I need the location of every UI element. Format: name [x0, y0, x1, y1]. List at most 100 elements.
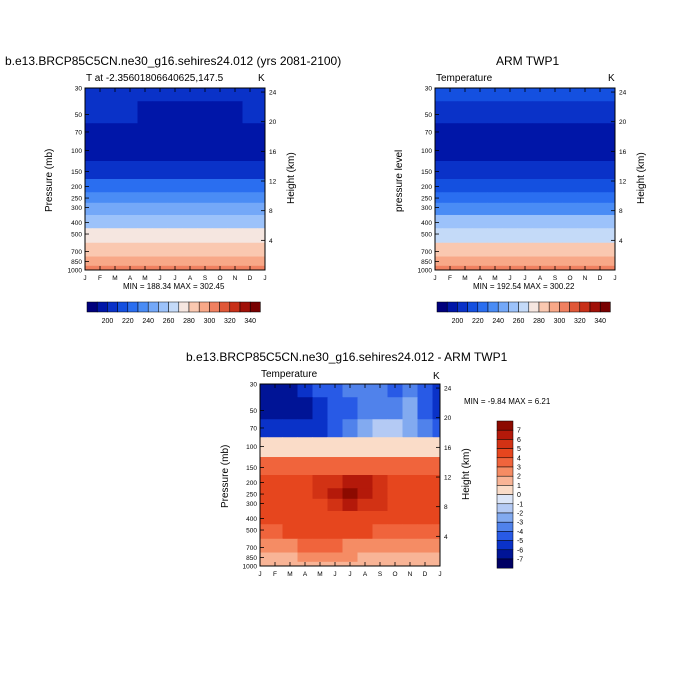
model-heatmap-cell [107, 161, 123, 180]
obs-heatmap-svg: 30 50 70 100 150 200 250 300 400 500 700 850 1000 24 2… [418, 86, 627, 283]
diff-heatmap-cell [267, 475, 283, 489]
model-heatmap-cell [122, 214, 138, 229]
diff-heatmap-cell [297, 510, 313, 525]
obs-heatmap-cell [435, 88, 443, 102]
colorbar-obs-swatch [579, 301, 591, 313]
diff-heatmap-cell [417, 437, 433, 458]
obs-heatmap-cell [502, 192, 518, 204]
model-heatmap-cell [167, 161, 183, 180]
model-heatmap-cell [122, 88, 138, 102]
obs-heatmap-cell [502, 101, 518, 124]
diff-heatmap-cell [387, 488, 403, 500]
model-heatmap-xtick-label: S [203, 275, 208, 282]
model-heatmap-cell [137, 141, 153, 162]
diff-heatmap-cell [387, 457, 403, 476]
diff-heatmap-xtick-label: J [333, 571, 336, 578]
model-heatmap-cell [137, 123, 153, 142]
panel-model-stats: MIN = 188.34 MAX = 302.45 [123, 282, 225, 291]
model-heatmap-cell [212, 202, 228, 216]
model-heatmap-cell [85, 88, 93, 102]
model-heatmap-cell [182, 242, 198, 257]
model-heatmap-cell [107, 141, 123, 162]
colorbar-difference-label: 4 [517, 455, 521, 462]
diff-heatmap-cell [372, 457, 388, 476]
model-heatmap-ytick-label: 150 [71, 169, 82, 176]
diff-heatmap-cell [417, 397, 433, 420]
model-heatmap-svg: 30 50 70 100 150 200 250 300 400 500 700 850 1000 24 2… [68, 86, 277, 283]
model-heatmap-cell [85, 101, 93, 124]
obs-heatmap-cell [532, 242, 548, 257]
colorbar-model-swatch [239, 301, 251, 313]
colorbar-obs-swatch [538, 301, 550, 313]
diff-heatmap-cell [297, 488, 313, 500]
diff-heatmap-cell [357, 498, 373, 512]
diff-heatmap-cell [260, 561, 268, 567]
diff-heatmap-cell [282, 457, 298, 476]
obs-heatmap-cell [517, 161, 533, 180]
obs-heatmap-cell [592, 141, 608, 162]
colorbar-obs-swatch [508, 301, 519, 313]
obs-heatmap-cell [472, 214, 488, 229]
obs-heatmap-cell [472, 192, 488, 204]
obs-heatmap-cell [457, 179, 473, 193]
diff-heatmap-cell [417, 384, 433, 398]
model-heatmap-cell [137, 101, 153, 124]
colorbar-obs-label: 220 [472, 318, 484, 325]
obs-heatmap-cell [532, 161, 548, 180]
model-heatmap-xtick-label: A [128, 275, 133, 282]
model-heatmap-cell [85, 179, 93, 193]
model-heatmap-cell [85, 202, 93, 216]
colorbar-model-swatch [219, 301, 231, 313]
model-heatmap-cell [257, 192, 266, 204]
obs-heatmap-y2tick-label: 24 [619, 90, 627, 97]
diff-heatmap-y2tick-label: 4 [444, 534, 448, 541]
diff-heatmap-xtick-label: O [392, 571, 397, 578]
obs-heatmap-cell [435, 161, 443, 180]
diff-heatmap-cell [312, 475, 328, 489]
diff-heatmap-cell [297, 457, 313, 476]
diff-heatmap-cell [417, 524, 433, 540]
obs-heatmap-cell [472, 101, 488, 124]
diff-heatmap-cell [312, 397, 328, 420]
model-heatmap-cell [227, 256, 243, 267]
diff-heatmap-cell [432, 524, 441, 540]
model-heatmap-cell [152, 123, 168, 142]
colorbar-model-label: 340 [244, 318, 256, 325]
model-heatmap-cell [167, 228, 183, 244]
diff-heatmap-cell [357, 437, 373, 458]
colorbar-difference-label: 2 [517, 474, 521, 481]
obs-heatmap-cell [532, 214, 548, 229]
colorbar-difference-label: 5 [517, 446, 521, 453]
obs-heatmap-cell [487, 161, 503, 180]
model-heatmap-cell [257, 228, 266, 244]
diff-heatmap-cell [312, 437, 328, 458]
colorbar-model-label: 280 [183, 318, 195, 325]
diff-heatmap-cell [357, 384, 373, 398]
diff-heatmap-cell [342, 488, 358, 500]
obs-heatmap-cell [442, 123, 458, 142]
obs-heatmap-cell [547, 202, 563, 216]
obs-heatmap-cell [562, 192, 578, 204]
obs-heatmap-xtick-label: S [553, 275, 558, 282]
diff-heatmap-xtick-label: J [348, 571, 351, 578]
model-heatmap-cell [137, 179, 153, 193]
colorbar-difference-label: -4 [517, 529, 523, 536]
obs-heatmap-cell [607, 123, 616, 142]
obs-heatmap-cell [517, 88, 533, 102]
colorbar-difference-label: -3 [517, 520, 523, 527]
diff-heatmap-cell [312, 538, 328, 553]
diff-heatmap-cell [342, 419, 358, 438]
obs-heatmap-cell [435, 265, 443, 271]
model-heatmap-cell [92, 214, 108, 229]
obs-heatmap-cell [547, 179, 563, 193]
diff-heatmap-cell [327, 397, 343, 420]
obs-heatmap-cell [502, 88, 518, 102]
model-heatmap-cell [257, 179, 266, 193]
diff-heatmap-cell [402, 552, 418, 563]
model-heatmap-xtick-label: D [248, 275, 253, 282]
diff-heatmap-ytick-label: 250 [246, 492, 257, 499]
diff-heatmap-cell [402, 475, 418, 489]
colorbar-model-swatch [178, 301, 190, 313]
model-heatmap-cell [152, 88, 168, 102]
obs-heatmap-cell [457, 141, 473, 162]
